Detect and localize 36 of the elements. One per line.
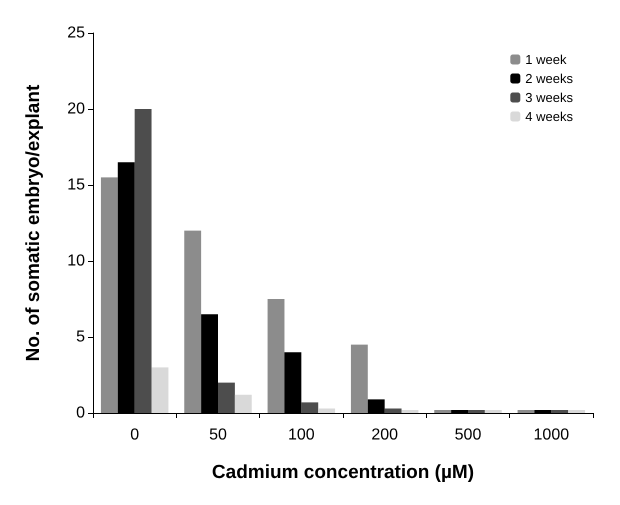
bar [402, 410, 418, 413]
bar [100, 177, 118, 413]
bar [268, 299, 284, 413]
y-tick-label: 0 [76, 404, 86, 422]
legend-label: 3 weeks [525, 90, 574, 105]
y-axis-title: No. of somatic embryo/explant [23, 84, 44, 362]
bar [301, 402, 318, 413]
legend-label: 4 weeks [525, 109, 574, 124]
y-tick-label: 5 [76, 328, 86, 346]
x-axis-title: Cadmium concentration (µM) [212, 462, 474, 483]
y-tick-label: 10 [67, 252, 86, 270]
legend-label: 1 week [525, 52, 567, 67]
bar [468, 410, 485, 413]
y-tick-label: 25 [67, 24, 86, 42]
y-tick-label: 15 [67, 176, 86, 194]
x-tick-label: 200 [371, 426, 398, 444]
bar [518, 410, 534, 413]
x-tick-label: 500 [454, 426, 482, 444]
x-tick-label: 50 [209, 426, 227, 444]
bar [318, 408, 336, 413]
y-tick-label: 20 [67, 100, 86, 118]
bar [134, 109, 152, 413]
x-tick-label: 100 [288, 426, 315, 444]
x-tick-label: 1000 [534, 426, 570, 444]
bar [434, 410, 452, 413]
bar [152, 367, 168, 413]
x-tick-label: 0 [130, 426, 140, 444]
bar [484, 410, 502, 413]
bar [568, 410, 586, 413]
bar [384, 408, 402, 413]
bar [218, 382, 235, 413]
legend-label: 2 weeks [525, 71, 574, 86]
bar [551, 410, 568, 413]
bar [350, 344, 368, 413]
bar [184, 230, 202, 413]
bar [234, 394, 252, 413]
